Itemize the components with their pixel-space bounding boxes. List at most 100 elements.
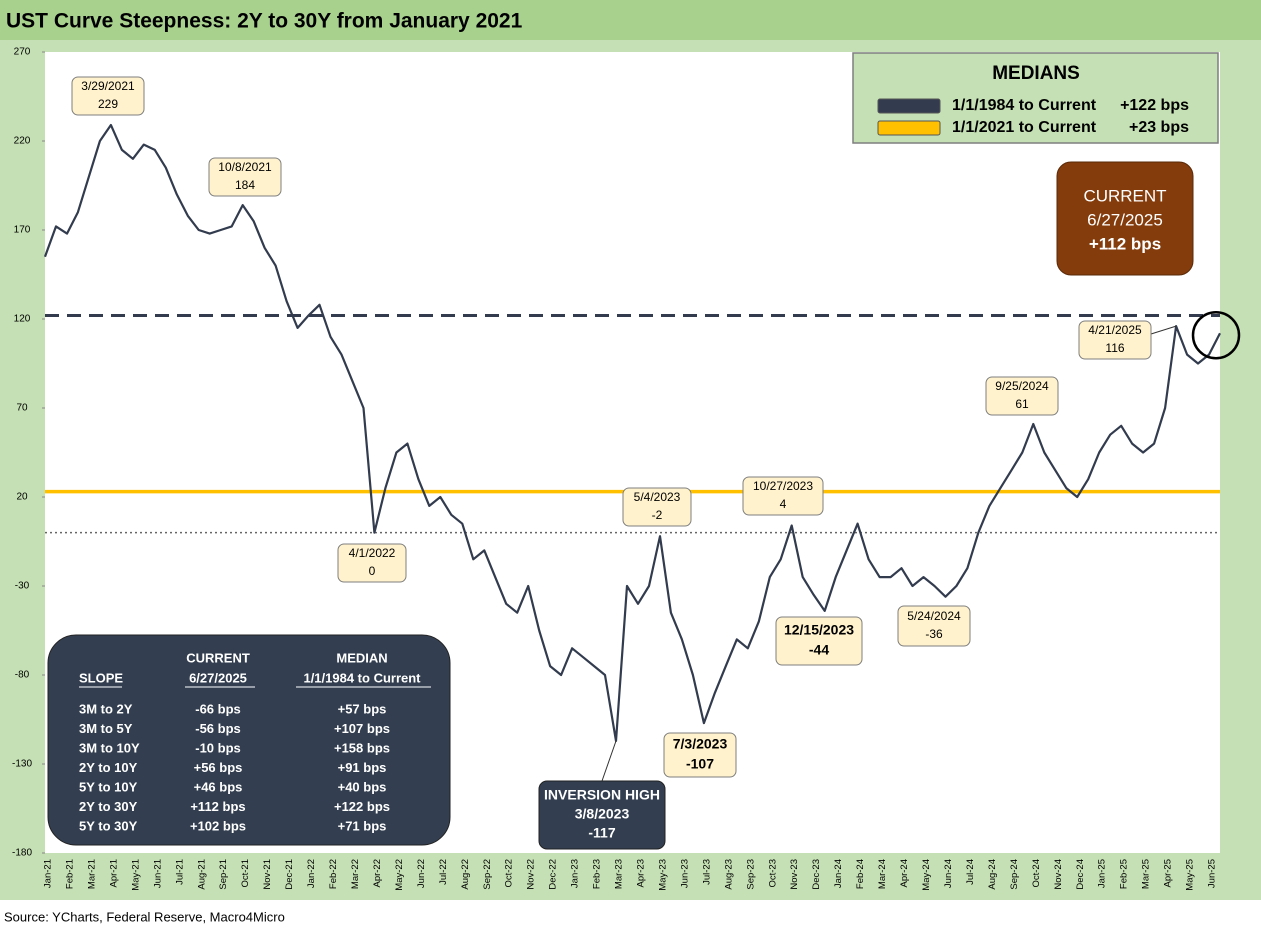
annotation-value: -117: [588, 825, 615, 841]
x-tick-label: Apr-21: [108, 859, 119, 888]
current-box: [1056, 161, 1194, 276]
x-tick-label: Aug-22: [460, 859, 471, 890]
x-tick-label: Jan-21: [43, 859, 54, 888]
x-tick-label: Feb-24: [855, 859, 866, 889]
highlight-circle: [1191, 310, 1241, 360]
x-tick-label: Mar-22: [350, 859, 361, 889]
y-tick-label: 270: [14, 47, 31, 58]
annotation-value: 61: [1015, 397, 1029, 411]
leader-line: [1150, 325, 1177, 335]
annotation-box: [622, 487, 692, 527]
annotation-value: -44: [809, 642, 829, 658]
x-tick-label: Jul-21: [174, 859, 185, 885]
current-date: 6/27/2025: [1087, 210, 1163, 229]
x-tick-label: Oct-22: [504, 859, 515, 888]
x-tick-label: Nov-24: [1053, 859, 1064, 890]
table-cell: +57 bps: [338, 701, 387, 716]
source: Source: YCharts, Federal Reserve, Macro4…: [4, 909, 285, 924]
table-cell: 2Y to 30Y: [79, 799, 138, 814]
table-header: SLOPE: [79, 670, 123, 685]
table-cell: 3M to 10Y: [79, 740, 140, 755]
x-tick-label: Jun-25: [1207, 859, 1218, 888]
x-tick-label: May-25: [1185, 859, 1196, 891]
annotation-value: 229: [98, 97, 118, 111]
x-tick-label: Feb-21: [64, 859, 75, 889]
table-header: MEDIAN: [336, 650, 387, 665]
x-tick-label: Feb-23: [592, 859, 603, 889]
table-cell: -56 bps: [195, 721, 241, 736]
table-cell: +122 bps: [334, 799, 390, 814]
legend-title: MEDIANS: [992, 63, 1080, 84]
table-cell: +158 bps: [334, 740, 390, 755]
x-tick-label: Jan-23: [570, 859, 581, 888]
x-tick-label: Mar-23: [614, 859, 625, 889]
legend-label: 1/1/2021 to Current: [952, 119, 1097, 136]
x-tick-label: Sep-21: [218, 859, 229, 890]
x-tick-label: Jan-24: [833, 859, 844, 888]
table-cell: -10 bps: [195, 740, 241, 755]
y-tick-label: 70: [16, 403, 28, 414]
annotation-box: [775, 616, 863, 666]
annotation-box: [897, 605, 971, 647]
annotation-value: 4: [780, 497, 787, 511]
table-cell: +56 bps: [194, 760, 243, 775]
title-bar: [0, 0, 1261, 40]
x-tick-label: Sep-22: [482, 859, 493, 890]
y-tick-label: -80: [15, 670, 30, 681]
annotation-title: INVERSION HIGH: [544, 787, 660, 803]
x-tick-label: Feb-25: [1119, 859, 1130, 889]
x-tick-label: Aug-21: [196, 859, 207, 890]
leader-line: [601, 740, 617, 782]
annotation-value: 116: [1105, 341, 1124, 355]
annotation-value: 184: [235, 178, 255, 192]
y-tick-label: 120: [14, 314, 31, 325]
annotation-value: -36: [925, 627, 943, 641]
x-tick-label: Jun-24: [943, 859, 954, 888]
legend-label: 1/1/1984 to Current: [952, 97, 1097, 114]
annotation-date: 9/25/2024: [995, 379, 1049, 393]
annotation-box: [337, 543, 407, 583]
table-cell: +102 bps: [190, 818, 246, 833]
x-tick-label: Dec-21: [284, 859, 295, 890]
x-tick-label: Mar-25: [1141, 859, 1152, 889]
x-tick-label: Dec-22: [548, 859, 559, 890]
legend-swatch: [877, 98, 941, 114]
x-tick-label: May-22: [394, 859, 405, 891]
annotation-box: [742, 476, 824, 516]
table-header: 1/1/1984 to Current: [303, 670, 421, 685]
annotation-date: 3/8/2023: [575, 806, 630, 822]
x-tick-label: Apr-22: [372, 859, 383, 888]
x-tick-label: Mar-21: [86, 859, 97, 889]
annotation-date: 4/21/2025: [1088, 323, 1142, 337]
y-tick-label: -180: [12, 848, 32, 859]
y-tick-label: -30: [15, 581, 30, 592]
annotation-box: [1078, 320, 1152, 360]
x-tick-label: Jul-22: [438, 859, 449, 885]
table-header: CURRENT: [186, 650, 250, 665]
current-label: +112 bps: [1089, 234, 1161, 253]
table-cell: 5Y to 10Y: [79, 779, 138, 794]
x-tick-label: Jul-23: [701, 859, 712, 885]
x-tick-label: Apr-23: [636, 859, 647, 888]
annotation-box: [538, 780, 666, 850]
table-cell: 3M to 2Y: [79, 701, 133, 716]
annotation-box: [985, 376, 1059, 416]
annotation-box: [663, 732, 737, 778]
x-tick-label: Sep-23: [745, 859, 756, 890]
x-tick-label: Jun-21: [152, 859, 163, 888]
table-cell: +107 bps: [334, 721, 390, 736]
table-cell: +71 bps: [338, 818, 387, 833]
annotation-date: 10/8/2021: [218, 160, 272, 174]
table-cell: +112 bps: [190, 799, 245, 814]
table-header: 6/27/2025: [189, 670, 247, 685]
annotation-date: 7/3/2023: [673, 736, 728, 752]
x-tick-label: May-23: [657, 859, 668, 891]
x-tick-label: Nov-21: [262, 859, 273, 890]
x-tick-label: Nov-23: [789, 859, 800, 890]
annotation-date: 3/29/2021: [81, 79, 135, 93]
x-tick-label: Sep-24: [1009, 859, 1020, 890]
annotation-date: 10/27/2023: [753, 479, 813, 493]
annotation-box: [208, 157, 282, 197]
x-tick-label: Oct-24: [1031, 859, 1042, 888]
